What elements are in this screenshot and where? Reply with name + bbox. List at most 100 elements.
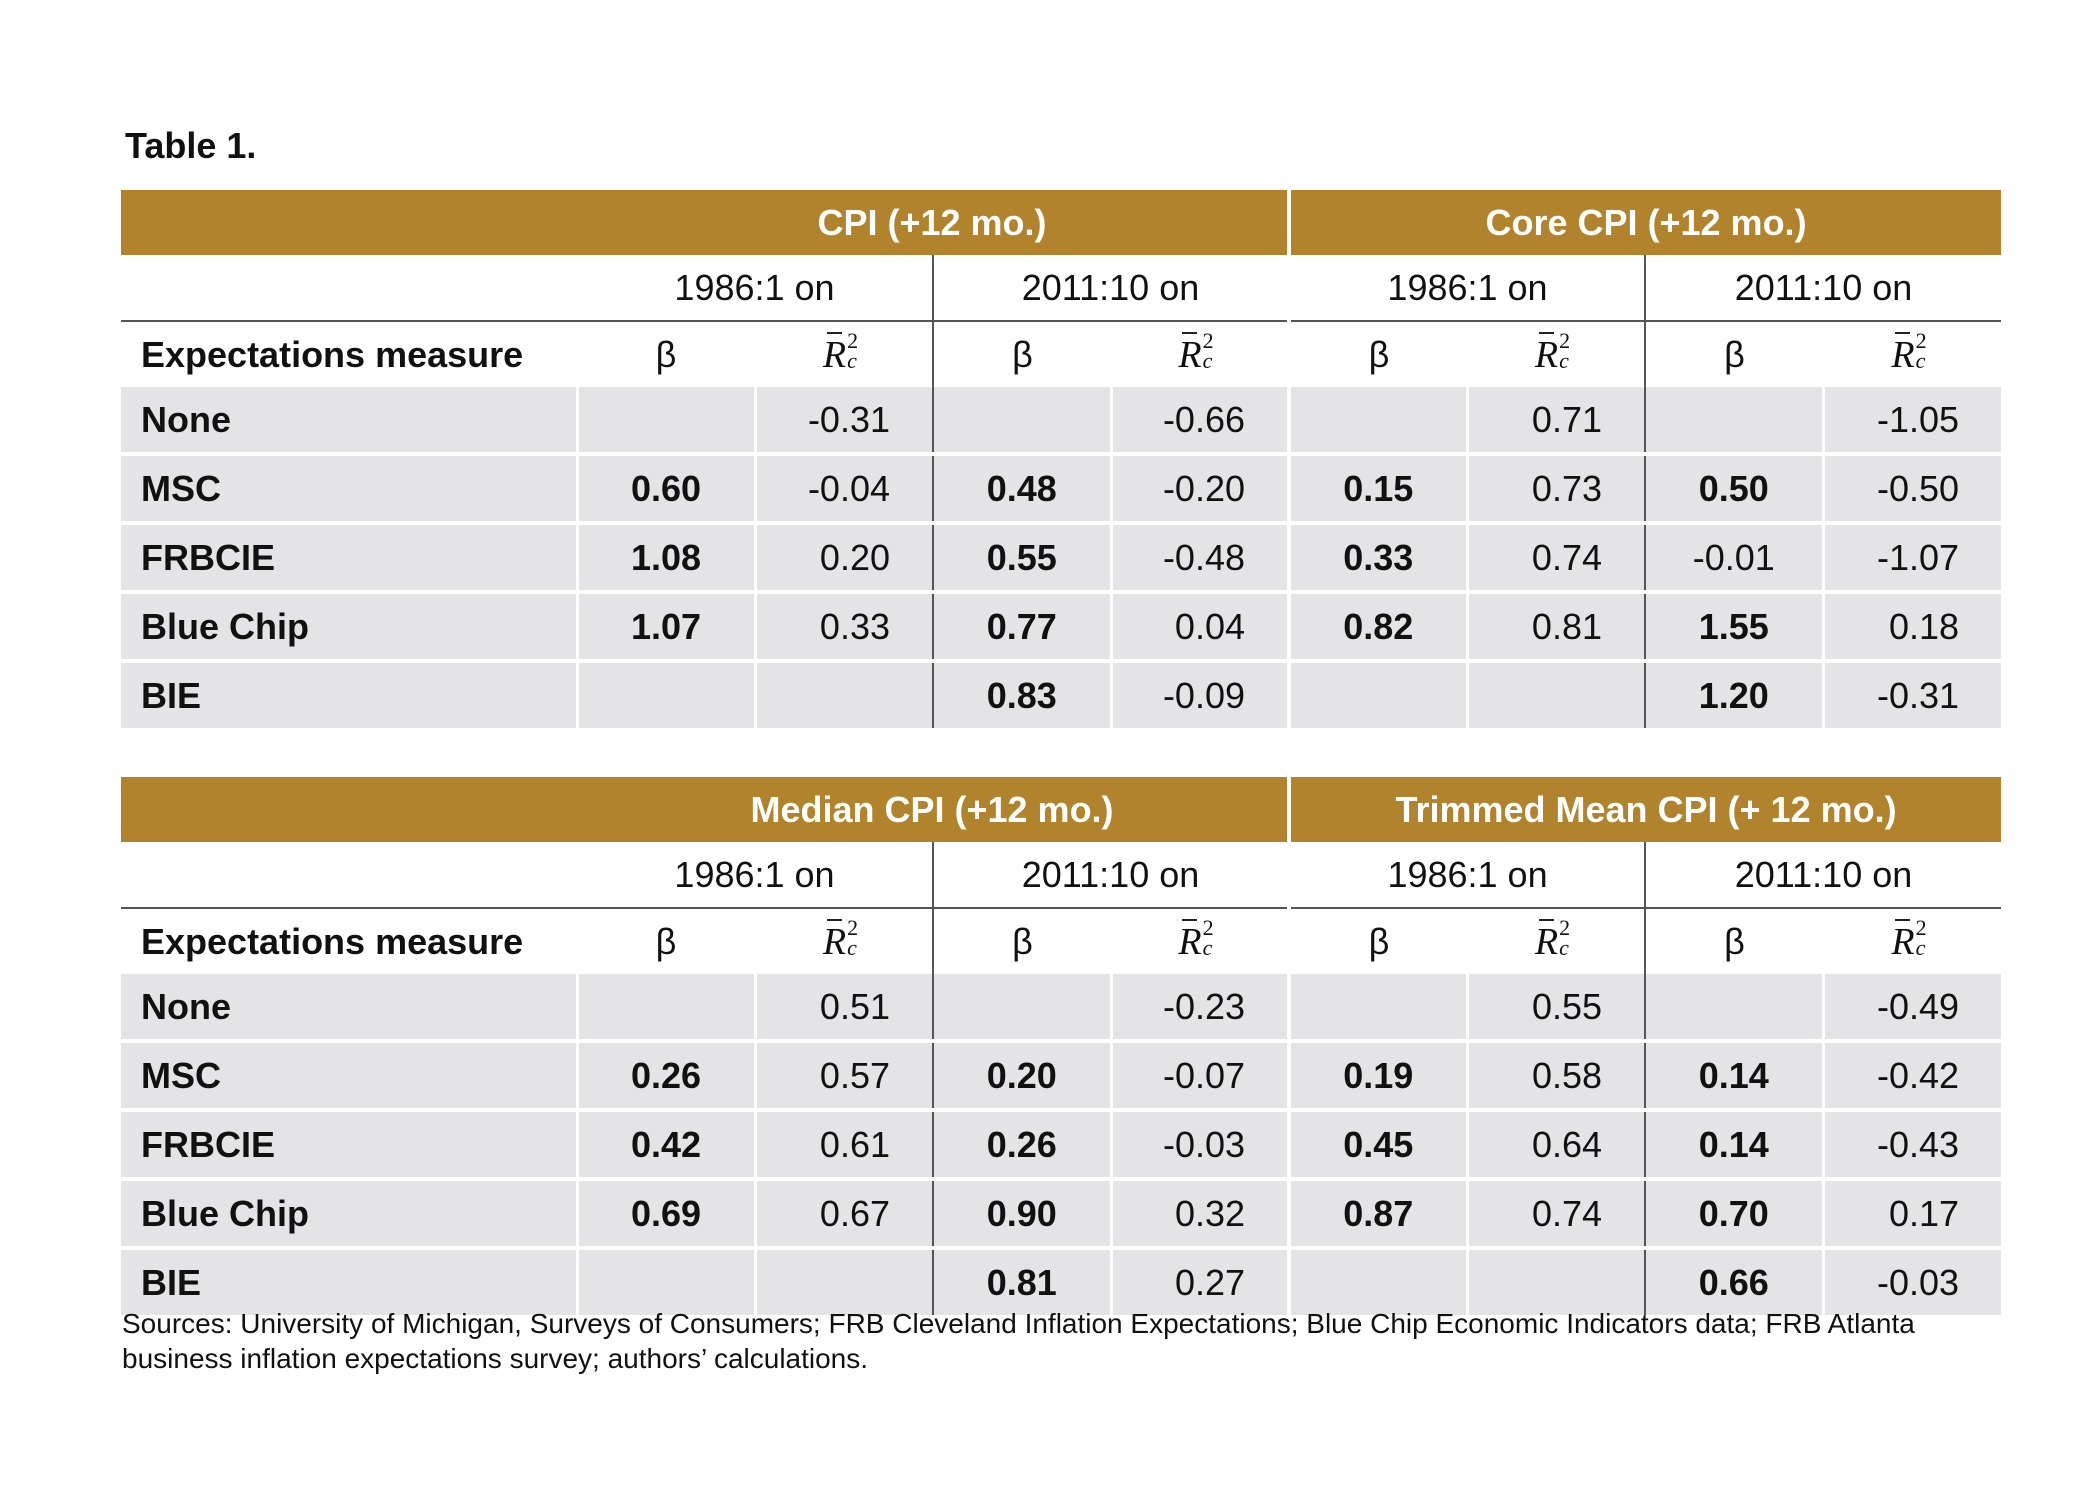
beta-value: 1.07 <box>575 592 755 663</box>
r-bar-superscript: 2 <box>847 915 859 940</box>
r-squared-value <box>1465 661 1645 732</box>
beta-header: β <box>1644 321 1823 387</box>
r-squared-value: -1.05 <box>1821 387 2002 456</box>
r-squared-value: 0.64 <box>1465 1110 1646 1181</box>
r-bar-superscript: 2 <box>1915 915 1927 940</box>
beta-value <box>932 974 1111 1043</box>
beta-value <box>1287 1248 1468 1319</box>
table-row: None -0.31 -0.66 0.71 -1.05 <box>121 387 2002 456</box>
page-title: Table 1. <box>125 125 257 166</box>
beta-value: 0.55 <box>932 523 1111 594</box>
r-squared-value: 0.51 <box>753 974 933 1043</box>
expectations-measure-label: None <box>121 974 577 1043</box>
beta-value: 0.82 <box>1287 592 1467 663</box>
group-header: CPI (+12 mo.) <box>577 190 1291 255</box>
r-squared-value: -0.31 <box>753 387 933 456</box>
header-band-spacer <box>121 777 577 842</box>
r-squared-value: 0.33 <box>753 592 933 663</box>
beta-value: 1.55 <box>1644 592 1823 663</box>
beta-value: 0.50 <box>1644 454 1823 525</box>
beta-value: 0.66 <box>1644 1248 1824 1319</box>
period-header: 1986:1 on <box>1287 255 1645 322</box>
table-row: FRBCIE 1.08 0.20 0.55 -0.48 0.33 0.74 -0.01 -1.0… <box>121 523 2002 594</box>
r-squared-value: -0.07 <box>1109 1041 1290 1112</box>
expectations-measure-label: MSC <box>121 454 577 525</box>
r-bar-subscript: c <box>1202 348 1213 373</box>
table-row: BIE 0.81 0.27 0.66 -0.03 <box>121 1248 2002 1319</box>
r-squared-value: -0.50 <box>1821 454 2002 525</box>
beta-value: 0.83 <box>932 661 1111 732</box>
group-header: Trimmed Mean CPI (+ 12 mo.) <box>1289 777 2002 842</box>
beta-value <box>932 387 1111 456</box>
r-squared-value: -0.20 <box>1109 454 1289 525</box>
beta-value <box>575 974 755 1043</box>
beta-value: 1.08 <box>575 523 755 594</box>
table-row: BIE 0.83 -0.09 1.20 -0.31 <box>121 661 2002 732</box>
r-squared-value: -0.31 <box>1821 661 2002 732</box>
column-header-row: Expectations measure β R 2 c β R 2 c β R 2 c β R 2 c <box>121 321 2002 387</box>
r-bar-subscript: c <box>1559 935 1569 960</box>
r-squared-value: 0.18 <box>1821 592 2002 663</box>
beta-header: β <box>1287 321 1467 387</box>
r-squared-value: -0.42 <box>1821 1041 2002 1112</box>
group-header: Median CPI (+12 mo.) <box>577 777 1292 842</box>
r-squared-value: 0.74 <box>1465 523 1645 594</box>
r-squared-value <box>753 661 933 732</box>
r-squared-value: 0.27 <box>1109 1248 1290 1319</box>
r-squared-value: -0.49 <box>1821 974 2002 1043</box>
r-squared-value: -0.43 <box>1821 1110 2002 1181</box>
r-squared-value: 0.67 <box>753 1179 933 1250</box>
expectations-measure-label: BIE <box>121 661 577 732</box>
r-bar-superscript: 2 <box>1202 328 1214 353</box>
expectations-measure-label: None <box>121 387 577 456</box>
beta-value <box>575 661 755 732</box>
r-squared-value: -0.03 <box>1821 1248 2002 1319</box>
period-header: 2011:10 on <box>932 255 1289 322</box>
beta-value: -0.01 <box>1644 523 1823 594</box>
r-squared-value: 0.04 <box>1109 592 1289 663</box>
beta-value: 0.15 <box>1287 454 1467 525</box>
expectations-measure-header: Expectations measure <box>121 908 577 974</box>
r-squared-value: 0.71 <box>1465 387 1645 456</box>
beta-value <box>1287 387 1467 456</box>
period-header: 1986:1 on <box>577 842 933 909</box>
header-band-spacer <box>121 190 577 255</box>
period-header: 1986:1 on <box>1287 842 1646 909</box>
column-header-row: Expectations measure β R 2 c β R 2 c β R 2 c β R 2 c <box>121 908 2002 974</box>
period-header: 2011:10 on <box>931 842 1290 909</box>
table-row: Blue Chip 1.07 0.33 0.77 0.04 0.82 0.81 1.55 0.1… <box>121 592 2002 663</box>
table-row: Blue Chip 0.69 0.67 0.90 0.32 0.87 0.74 0.70 0.1… <box>121 1179 2002 1250</box>
r-bar-subscript: c <box>1915 348 1926 373</box>
r-bar-superscript: 2 <box>847 328 859 353</box>
r-squared-value: -0.09 <box>1109 661 1289 732</box>
results-table-cpi: CPI (+12 mo.) Core CPI (+12 mo.) 1986:1 on… <box>121 190 2002 732</box>
r-squared-value: -0.66 <box>1109 387 1289 456</box>
beta-header: β <box>932 321 1111 387</box>
r-squared-value: 0.73 <box>1465 454 1645 525</box>
r-squared-value: 0.17 <box>1821 1179 2002 1250</box>
beta-value: 0.87 <box>1287 1179 1468 1250</box>
beta-value: 0.26 <box>932 1110 1111 1181</box>
beta-value: 0.19 <box>1287 1041 1468 1112</box>
r-squared-value: 0.57 <box>753 1041 933 1112</box>
beta-value <box>1644 974 1824 1043</box>
r-bar-superscript: 2 <box>1559 328 1571 353</box>
beta-value: 0.70 <box>1644 1179 1824 1250</box>
expectations-measure-label: FRBCIE <box>121 1110 577 1181</box>
expectations-measure-label: FRBCIE <box>121 523 577 594</box>
period-header: 1986:1 on <box>577 255 933 322</box>
beta-value: 0.26 <box>575 1041 755 1112</box>
beta-value: 0.42 <box>575 1110 755 1181</box>
r-squared-value: -0.03 <box>1109 1110 1290 1181</box>
